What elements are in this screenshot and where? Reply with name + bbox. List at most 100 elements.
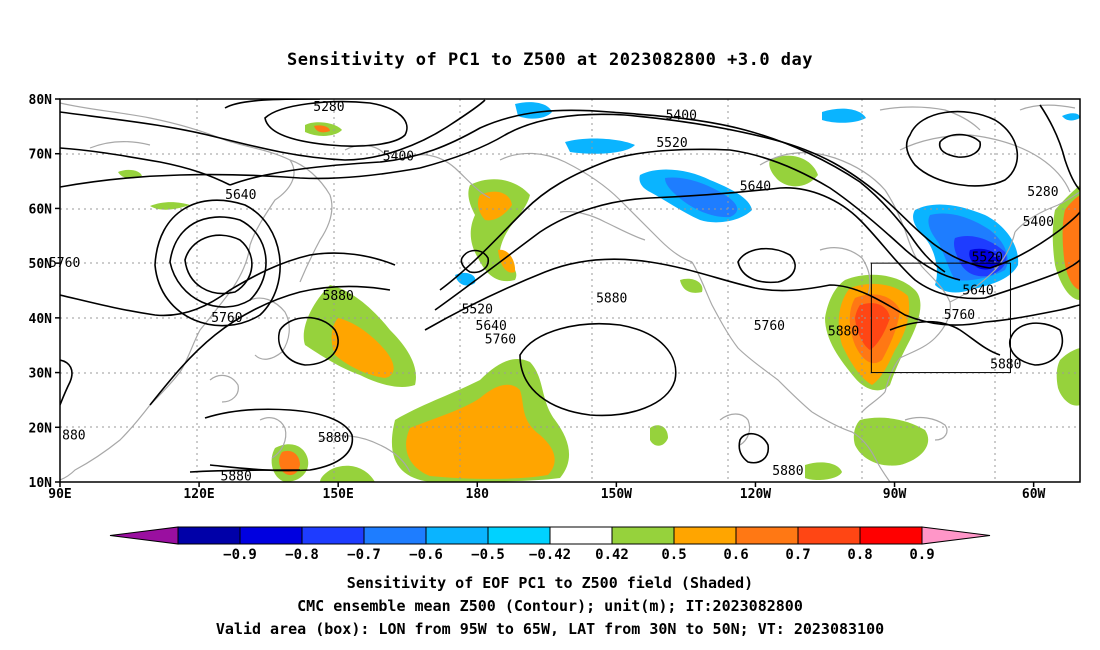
colorbar-label: −0.9 [223, 547, 257, 563]
shading-cyan [515, 102, 552, 119]
coastline [819, 247, 871, 296]
colorbar-label: −0.8 [285, 547, 319, 563]
map-frame [59, 98, 1081, 483]
contour-closed-east-ne [938, 133, 981, 158]
colorbar-label: 0.8 [847, 547, 872, 563]
chart-title: Sensitivity of PC1 to Z500 at 2023082800… [286, 50, 813, 70]
contour-atlantic-2 [989, 211, 1080, 269]
contour-label: 5520 [656, 136, 687, 151]
colorbar-swatch [735, 526, 799, 545]
contour-label: 5880 [221, 470, 252, 485]
contour-5760-mid [424, 258, 986, 331]
shading-orange [406, 384, 555, 479]
contour-label: 5880 [323, 289, 354, 304]
coastline [289, 159, 333, 283]
colorbar-label: −0.42 [529, 547, 571, 563]
contour-closed-east-ne2 [905, 110, 1019, 187]
contour-5280-closed [264, 100, 408, 147]
shading-cyan [1062, 113, 1080, 121]
contour-5880-west [149, 285, 391, 406]
caption-valid-area: Valid area (box): LON from 95W to 65W, L… [215, 620, 885, 638]
shading-cyan [455, 272, 476, 286]
colorbar-min-arrow [109, 526, 179, 545]
lat-label: 70N [29, 148, 53, 163]
lat-label: 30N [29, 367, 53, 382]
shading-green [320, 465, 375, 482]
coastline [499, 152, 693, 263]
shading-green [680, 278, 703, 293]
lat-label: 50N [29, 257, 53, 272]
contour-closed-west-high2 [169, 216, 267, 308]
coastline [1014, 191, 1080, 233]
contour-label: 5520 [462, 303, 493, 318]
contour-label: 5880 [318, 431, 349, 446]
shading-dark-blue [969, 248, 1002, 270]
colorbar-swatch [363, 526, 427, 545]
shading-green [769, 155, 818, 187]
contour-label: 5880 [828, 325, 859, 340]
coastline [879, 106, 981, 131]
lon-label: 150W [601, 487, 632, 502]
contour-5640 [60, 167, 421, 188]
contour-label: 5400 [383, 149, 414, 164]
contour-label: 5640 [962, 284, 993, 299]
colorbar-label: 0.42 [595, 547, 629, 563]
coastline [884, 269, 951, 393]
coastline [89, 141, 151, 149]
contour-small-closed [460, 249, 490, 274]
colorbar-label: 0.6 [723, 547, 748, 563]
lat-label: 40N [29, 312, 53, 327]
shading-orange [279, 450, 300, 476]
lon-label: 180 [466, 487, 490, 502]
coastline [861, 391, 886, 413]
contour-label: 880 [62, 428, 85, 443]
shading-cyan [822, 108, 866, 123]
coastline [719, 413, 751, 446]
contour-closed-east [737, 247, 796, 284]
lon-label: 90W [883, 487, 907, 502]
coastline [811, 411, 891, 482]
shading-green [118, 169, 142, 179]
contour-5520 [60, 147, 231, 186]
colorbar-swatch [239, 526, 303, 545]
colorbar: −0.9 −0.8 −0.7 −0.6 −0.5 −0.42 0.42 0.5 0.6 0.7 0.… [109, 526, 991, 563]
caption-shaded: Sensitivity of EOF PC1 to Z500 field (Sh… [346, 574, 754, 592]
contour-label: 5640 [740, 180, 771, 195]
contour-atlantic-1 [984, 304, 1080, 323]
coastline [949, 231, 1016, 303]
colorbar-label: 0.7 [785, 547, 810, 563]
colorbar-label: 0.9 [909, 547, 934, 563]
shading-red [855, 303, 890, 350]
contour-label: 5280 [1027, 185, 1058, 200]
shading-green [650, 425, 668, 446]
colorbar-swatch [673, 526, 737, 545]
lon-label: 150E [323, 487, 354, 502]
contour-label: 5400 [1023, 215, 1054, 230]
contour-closed-5880-npac [519, 322, 677, 417]
colorbar-swatch [487, 526, 551, 545]
lon-label: 120W [740, 487, 771, 502]
shading-orange [314, 125, 330, 133]
contour-mex [738, 432, 770, 464]
contour-880-west [60, 359, 73, 406]
contour-5400 [60, 99, 486, 161]
colorbar-label: −0.5 [471, 547, 505, 563]
contour-5640-mid [434, 187, 986, 311]
contour-label: 5880 [596, 292, 627, 307]
contour-label: 5280 [313, 100, 344, 115]
contour-label: 5640 [476, 319, 507, 334]
contour-label: 5400 [666, 108, 697, 123]
coastline [209, 374, 239, 403]
colorbar-swatch [859, 526, 923, 545]
contour-5880-south [189, 469, 301, 473]
shading-blue [665, 177, 738, 218]
z500-contours [60, 99, 1080, 473]
colorbar-max-arrow [921, 526, 991, 545]
valid-area-box [870, 262, 1011, 374]
contour-5520-pac [229, 109, 946, 273]
shading-orange [477, 191, 512, 221]
contour-atlantic-4 [1039, 104, 1080, 191]
colorbar-swatch [611, 526, 675, 545]
shading-cyan [565, 138, 635, 154]
lon-label: 60W [1022, 487, 1046, 502]
